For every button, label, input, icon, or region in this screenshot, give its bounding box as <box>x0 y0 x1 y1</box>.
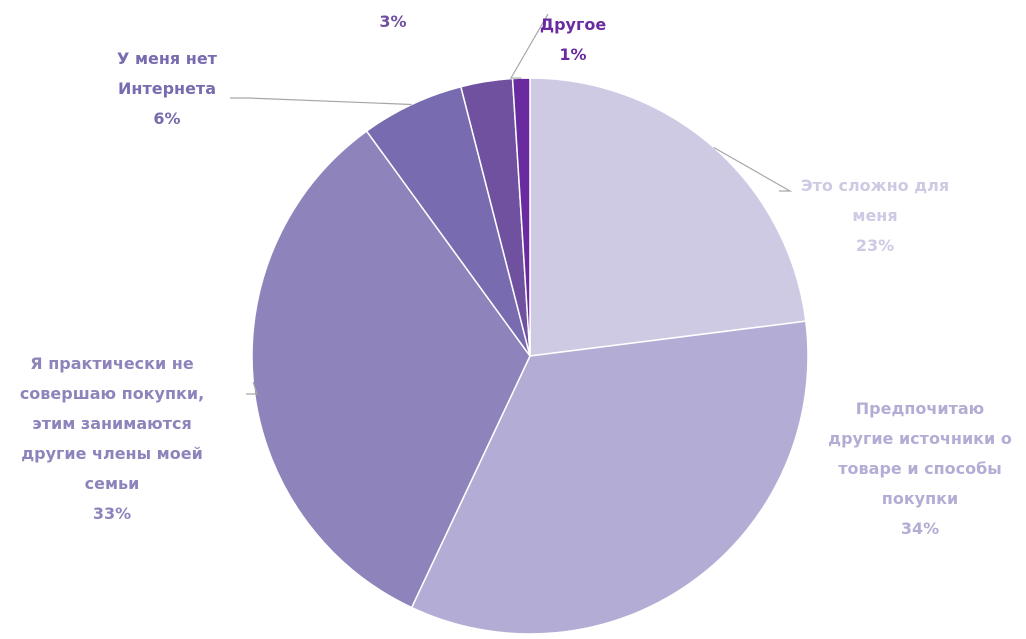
slice-value-4: 3% <box>379 12 406 31</box>
slice-label-line-3: У меня нет <box>117 49 218 68</box>
slice-label-line-5: Другое <box>540 15 606 34</box>
pie-slice-2 <box>251 130 531 609</box>
slice-label-line-1: покупки <box>882 489 958 508</box>
leader-lines-layer <box>230 13 793 395</box>
slice-label-1: Предпочитаю другие источники о товаре и сп… <box>828 399 1012 538</box>
slice-value-5: 1% <box>559 45 586 64</box>
leader-line-5 <box>509 13 549 79</box>
slice-label-line-3: Интернета <box>118 79 216 98</box>
leader-line-2 <box>246 382 258 395</box>
slice-label-line-2: другие члены моей <box>21 444 203 463</box>
leader-line-0 <box>713 146 793 192</box>
slice-value-0: 23% <box>856 236 894 255</box>
slice-label-line-2: совершаю покупки, <box>20 384 204 403</box>
slice-label-line-2: Я практически не <box>30 354 194 373</box>
slice-value-3: 6% <box>153 109 180 128</box>
slice-value-2: 33% <box>93 504 131 523</box>
slice-label-5: Другое 1% <box>540 15 606 64</box>
slice-label-line-0: меня <box>852 206 897 225</box>
pie-slice-1 <box>410 320 809 635</box>
slice-label-0: Это сложно для меня 23% <box>801 176 949 255</box>
slice-label-line-0: Это сложно для <box>801 176 949 195</box>
slice-value-1: 34% <box>901 519 939 538</box>
leader-line-3 <box>230 97 412 106</box>
slices-layer <box>251 77 809 635</box>
slice-label-line-1: товаре и способы <box>838 459 1002 478</box>
slice-label-line-2: семьи <box>85 474 140 493</box>
slice-label-4: 3% <box>379 12 406 31</box>
slice-label-line-1: другие источники о <box>828 429 1012 448</box>
pie-slice-0 <box>529 77 807 357</box>
slice-label-line-1: Предпочитаю <box>856 399 984 418</box>
slice-label-3: У меня нет Интернета 6% <box>117 49 218 128</box>
labels-layer: Это сложно для меня 23% Предпочитаю другие и… <box>20 12 1012 538</box>
slice-label-2: Я практически не совершаю покупки, этим за… <box>20 354 204 523</box>
slice-label-line-2: этим занимаются <box>32 414 191 433</box>
